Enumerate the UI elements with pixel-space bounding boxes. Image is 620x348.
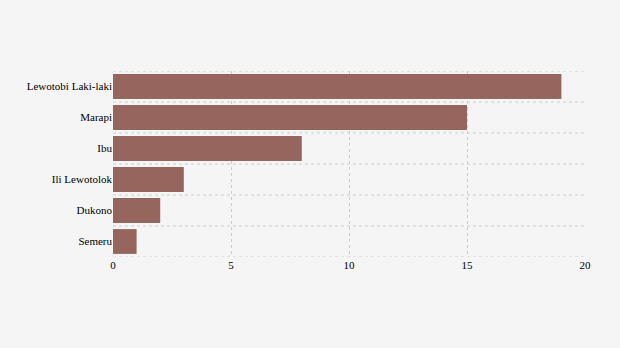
svg-text:5: 5 — [228, 259, 234, 271]
svg-text:Marapi: Marapi — [80, 111, 112, 123]
svg-text:Dukono: Dukono — [77, 204, 113, 216]
svg-text:Ibu: Ibu — [97, 142, 112, 154]
svg-text:20: 20 — [580, 259, 592, 271]
svg-text:Semeru: Semeru — [78, 235, 112, 247]
svg-text:Lewotobi Laki-laki: Lewotobi Laki-laki — [27, 80, 112, 92]
svg-text:10: 10 — [344, 259, 356, 271]
svg-text:Ili Lewotolok: Ili Lewotolok — [52, 173, 113, 185]
svg-text:15: 15 — [462, 259, 474, 271]
svg-text:0: 0 — [110, 259, 116, 271]
